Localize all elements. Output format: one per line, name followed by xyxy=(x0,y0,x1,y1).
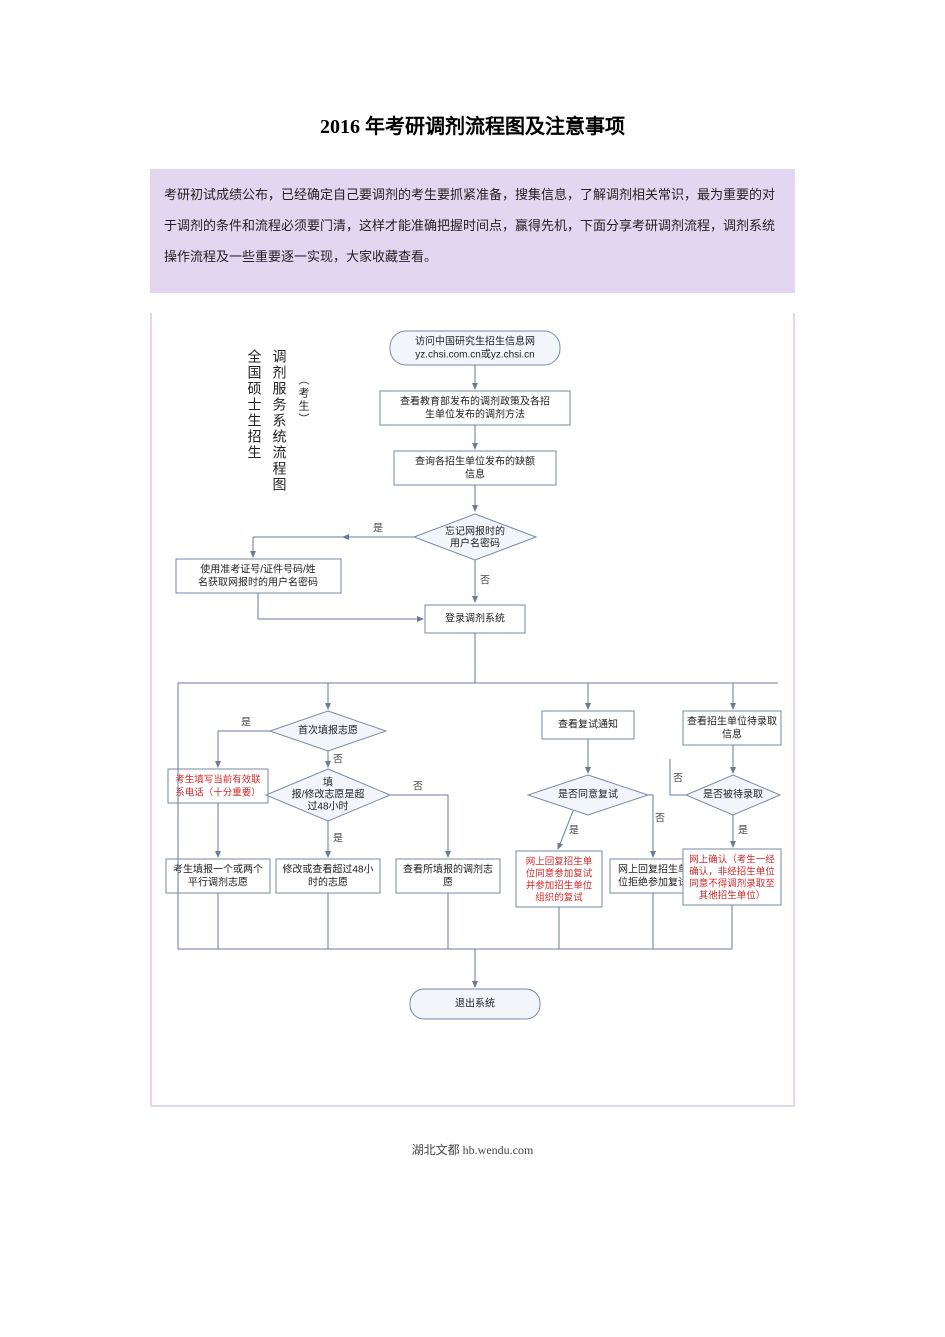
node-login-t: 登录调剂系统 xyxy=(445,611,505,624)
node-conf-l4: 其他招生单位） xyxy=(699,889,766,901)
node-phone-l1: 考生填写当前有效联 xyxy=(175,773,261,785)
node-agree-l3: 并参加招生单位 xyxy=(526,879,593,891)
node-vacancy-l2: 信息 xyxy=(465,467,485,480)
node-forgot-l2: 用户名密码 xyxy=(450,536,500,549)
node-two-l2: 平行调剂志愿 xyxy=(188,875,248,888)
node-start-l2: yz.chsi.com.cn或yz.chsi.cn xyxy=(415,348,534,360)
node-48-l2: 报/修改志愿是超 xyxy=(292,787,365,800)
intro-paragraph: 考研初试成绩公布，已经确定自己要调剂的考生要抓紧准备，搜集信息，了解调剂相关常识… xyxy=(150,169,795,293)
edge xyxy=(390,795,448,857)
node-start-l1: 访问中国研究生招生信息网 xyxy=(415,334,535,347)
edge xyxy=(648,795,653,857)
flowchart-svg: 调剂服务系统流程图 全国硕士生招生 （考生） 访问中国研究生招生信息网 yz.c… xyxy=(158,319,783,1099)
lbl-yes-3: 是 xyxy=(333,832,343,844)
node-policy-l2: 生单位发布的调剂方法 xyxy=(425,407,525,420)
node-view-l1: 查看所填报的调剂志 xyxy=(403,862,493,875)
node-view-l2: 愿 xyxy=(443,876,453,888)
edge-loop xyxy=(178,683,248,949)
lbl-no-5: 否 xyxy=(673,772,683,784)
node-mod-l2: 时的志愿 xyxy=(308,875,348,888)
node-48-l1: 填 xyxy=(323,775,333,788)
node-forgot-l1: 忘记网报时的 xyxy=(445,524,505,537)
node-two-l1: 考生填报一个或两个 xyxy=(173,862,263,875)
vert-title-1: 调剂服务系统流程图 xyxy=(271,349,287,493)
node-policy-l1: 查看教育部发布的调剂政策及各招 xyxy=(400,394,550,407)
node-admit-l1: 查看招生单位待录取 xyxy=(687,714,777,727)
lbl-no-1: 否 xyxy=(480,574,490,586)
node-agree-l4: 组织的复试 xyxy=(535,891,583,903)
lbl-yes-2: 是 xyxy=(241,716,251,728)
node-mod-l1: 修改或查看超过48小 xyxy=(282,862,373,875)
node-agree-l1: 网上回复招生单 xyxy=(526,855,593,867)
node-admit-q-t: 是否被待录取 xyxy=(703,787,763,800)
node-phone-l2: 系电话（十分重要） xyxy=(175,786,261,798)
document-page: 2016 年考研调剂流程图及注意事项 考研初试成绩公布，已经确定自己要调剂的考生… xyxy=(0,0,945,1188)
edge xyxy=(258,593,423,619)
node-refuse-l1: 网上回复招生单 xyxy=(618,862,688,875)
lbl-no-2: 否 xyxy=(333,753,343,765)
lbl-yes-1: 是 xyxy=(373,522,383,534)
lbl-no-4: 否 xyxy=(655,812,665,824)
vert-title-small: （考生） xyxy=(297,374,310,426)
node-conf-l1: 网上确认（考生一经 xyxy=(689,853,775,865)
node-agree-l2: 位同意参加复试 xyxy=(526,867,593,879)
page-title: 2016 年考研调剂流程图及注意事项 xyxy=(0,0,945,169)
vert-title-2: 全国硕士生招生 xyxy=(246,348,262,461)
lbl-yes-4: 是 xyxy=(569,824,579,836)
node-conf-l3: 同意不得调剂录取至 xyxy=(689,877,775,889)
node-48-l3: 过48小时 xyxy=(307,799,348,812)
node-notice-t: 查看复试通知 xyxy=(558,717,618,730)
lbl-no-3: 否 xyxy=(413,780,423,792)
node-agree-q-t: 是否同意复试 xyxy=(558,787,618,800)
node-admit-l2: 信息 xyxy=(722,727,742,740)
node-recover-l2: 名获取网报时的用户名密码 xyxy=(198,575,318,588)
flowchart-container: 调剂服务系统流程图 全国硕士生招生 （考生） 访问中国研究生招生信息网 yz.c… xyxy=(150,313,795,1107)
node-exit-t: 退出系统 xyxy=(455,996,495,1009)
node-vacancy-l1: 查询各招生单位发布的缺额 xyxy=(415,454,535,467)
node-first-q-t: 首次填报志愿 xyxy=(298,723,358,736)
page-footer: 湖北文都 hb.wendu.com xyxy=(0,1117,945,1188)
lbl-yes-5: 是 xyxy=(738,824,748,836)
node-conf-l2: 确认，非经招生单位 xyxy=(689,865,775,877)
edge xyxy=(218,731,270,767)
node-refuse-l2: 位拒绝参加复试 xyxy=(618,875,688,888)
node-recover-l1: 使用准考证号/证件号码/姓 xyxy=(200,562,316,575)
